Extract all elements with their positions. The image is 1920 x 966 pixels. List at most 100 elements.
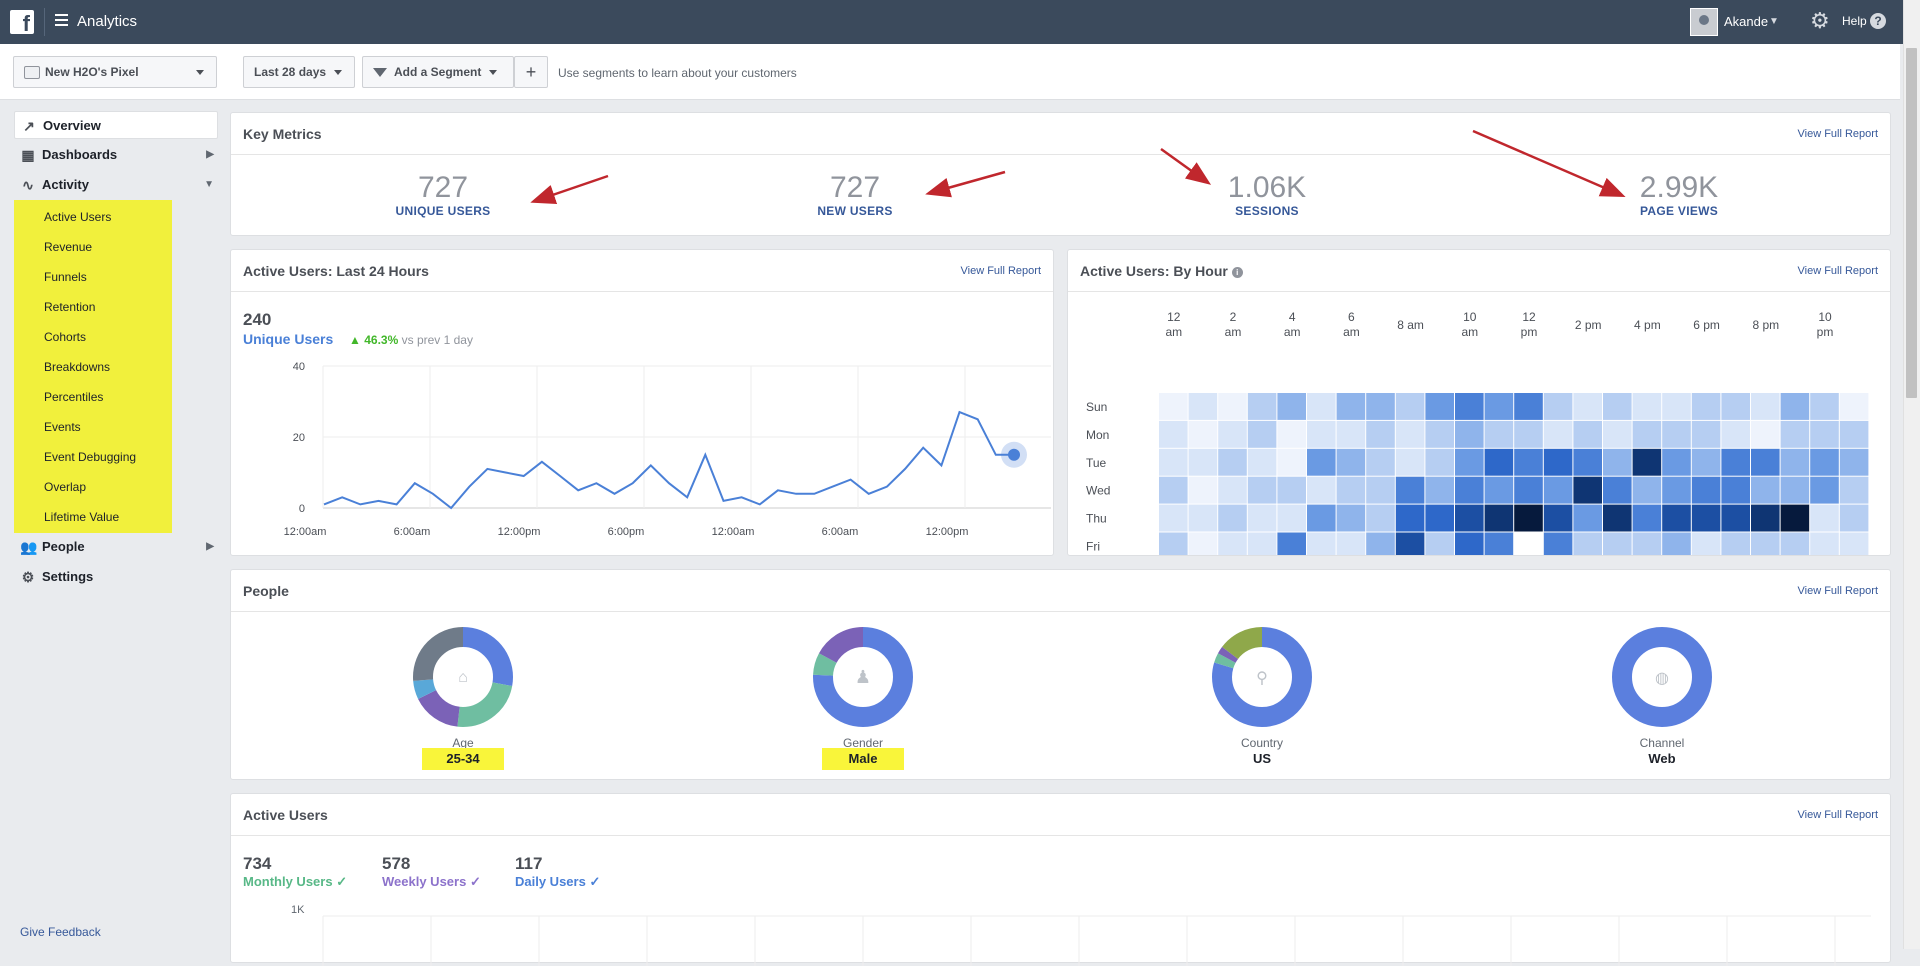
heatmap-cell — [1366, 420, 1395, 448]
x-tick-label: 12:00am — [712, 526, 755, 538]
y-tick-label: 40 — [293, 361, 305, 373]
active-users-chart-grid — [322, 915, 1871, 966]
hour-label: pm — [1817, 325, 1834, 339]
card-title: Active Users: Last 24 Hours — [243, 263, 429, 279]
give-feedback-link[interactable]: Give Feedback — [20, 925, 101, 939]
user-name[interactable]: Akande — [1724, 14, 1769, 29]
view-full-report-link[interactable]: View Full Report — [960, 265, 1042, 277]
stat-weekly[interactable]: 578 Weekly Users ✓ — [382, 854, 481, 890]
channel-donut-chart[interactable]: ◍ — [1610, 625, 1714, 729]
date-range-selector[interactable]: Last 28 days — [243, 56, 355, 88]
add-button[interactable]: + — [514, 56, 548, 88]
sidebar-subitem-cohorts[interactable]: Cohorts — [44, 330, 87, 344]
heatmap-cell — [1839, 448, 1869, 476]
help-link[interactable]: Help — [1842, 14, 1867, 28]
info-icon[interactable]: i — [1231, 267, 1243, 278]
hour-label: 10 — [1818, 310, 1832, 324]
heatmap-cell — [1366, 532, 1395, 555]
add-segment-button[interactable]: Add a Segment — [362, 56, 514, 88]
globe-icon: ◍ — [1655, 670, 1669, 687]
metric-label: SESSIONS — [1235, 204, 1299, 218]
heatmap-cell — [1218, 420, 1247, 448]
heatmap-cell — [1336, 476, 1366, 504]
age-donut-chart[interactable]: ⌂ — [411, 625, 515, 729]
day-label: Fri — [1086, 539, 1100, 553]
sidebar-subitem-events[interactable]: Events — [44, 420, 81, 434]
sidebar-item-activity[interactable]: ∿ Activity ▼ — [14, 171, 218, 199]
scrollbar-thumb[interactable] — [1906, 48, 1917, 398]
annotation-arrows — [530, 129, 1626, 204]
menu-icon[interactable] — [55, 14, 68, 26]
sidebar-subitem-active-users[interactable]: Active Users — [44, 210, 112, 224]
stat-monthly[interactable]: 734 Monthly Users ✓ — [243, 854, 347, 890]
sidebar-subitem-retention[interactable]: Retention — [44, 300, 96, 314]
heatmap-cell — [1188, 476, 1218, 504]
country-value: US — [1252, 751, 1272, 766]
key-metrics-card: Key Metrics View Full Report 727 UNIQUE … — [230, 112, 1891, 236]
sidebar-item-dashboards[interactable]: ▦ Dashboards ▶ — [14, 141, 218, 169]
view-full-report-link[interactable]: View Full Report — [1797, 265, 1879, 277]
channel-value: Web — [1648, 751, 1676, 766]
stat-daily[interactable]: 117 Daily Users ✓ — [515, 854, 600, 890]
heatmap-cell — [1691, 393, 1721, 420]
sidebar-subitem-funnels[interactable]: Funnels — [44, 270, 87, 284]
heatmap-cell — [1159, 420, 1188, 448]
sidebar-subitem-breakdowns[interactable]: Breakdowns — [44, 360, 111, 374]
pixel-selector[interactable]: New H2O's Pixel — [13, 56, 217, 88]
heatmap-cell — [1691, 532, 1721, 555]
heatmap-cell — [1277, 420, 1306, 448]
sidebar-item-settings[interactable]: ⚙ Settings — [14, 563, 218, 591]
heatmap-cell — [1366, 393, 1395, 420]
sidebar-subitem-revenue[interactable]: Revenue — [44, 240, 93, 254]
sidebar-item-label: Settings — [42, 569, 94, 584]
heatmap-cell — [1810, 532, 1839, 555]
sidebar-subitem-overlap[interactable]: Overlap — [44, 480, 87, 494]
chevron-down-icon[interactable]: ▼ — [1769, 16, 1779, 27]
heatmap-cell — [1484, 448, 1514, 476]
heatmap-cell — [1218, 448, 1247, 476]
annotation-arrow — [1472, 129, 1626, 197]
metric-value: 2.99K — [1639, 171, 1719, 204]
x-tick-label: 12:00pm — [926, 526, 969, 538]
sidebar-subitem-event-debugging[interactable]: Event Debugging — [44, 450, 137, 464]
facebook-logo-icon[interactable]: f — [10, 10, 34, 34]
sidebar-subitem-percentiles[interactable]: Percentiles — [44, 390, 104, 404]
view-full-report-link[interactable]: View Full Report — [1797, 585, 1879, 597]
heatmap-cell — [1543, 393, 1573, 420]
gender-donut-chart[interactable]: ♟ — [811, 625, 915, 729]
sidebar-item-overview[interactable]: ↗ Overview — [14, 111, 218, 139]
sidebar-subitem-lifetime-value[interactable]: Lifetime Value — [44, 510, 120, 524]
gear-icon[interactable]: ⚙ — [1810, 8, 1830, 33]
view-full-report-link[interactable]: View Full Report — [1797, 128, 1879, 140]
heatmap-cell — [1751, 532, 1780, 555]
heatmap-cell — [1455, 448, 1484, 476]
day-label: Mon — [1086, 428, 1109, 442]
sidebar-item-people[interactable]: 👥 People ▶ — [14, 533, 218, 561]
metric-sessions[interactable]: 1.06K SESSIONS — [1167, 172, 1367, 219]
day-label: Sun — [1086, 400, 1107, 414]
metric-unique-users[interactable]: 727 UNIQUE USERS — [343, 172, 543, 219]
heatmap-cell — [1425, 532, 1454, 555]
avatar[interactable] — [1690, 8, 1718, 36]
heatmap-cell — [1662, 532, 1691, 555]
heatmap-cell — [1484, 393, 1514, 420]
checkmark-icon: ✓ — [336, 874, 348, 889]
heatmap-cell — [1514, 420, 1543, 448]
help-icon[interactable]: ? — [1870, 13, 1886, 29]
current-point — [1008, 448, 1020, 461]
view-full-report-link[interactable]: View Full Report — [1797, 809, 1879, 821]
heatmap-cell — [1247, 476, 1277, 504]
activity-submenu-highlight — [14, 200, 172, 533]
heatmap-cell — [1159, 532, 1188, 555]
checkmark-icon: ✓ — [469, 874, 481, 889]
heatmap-cell — [1751, 393, 1780, 420]
heatmap-cell — [1336, 393, 1366, 420]
chevron-down-icon: ▼ — [204, 179, 214, 190]
metric-page-views[interactable]: 2.99K PAGE VIEWS — [1579, 171, 1779, 219]
hour-label: am — [1461, 325, 1478, 339]
line-chart[interactable]: 0 20 40 12:00am 6:00am 12:00pm 6:00pm 12:00am 6:… — [231, 354, 1055, 544]
card-title: Key Metrics — [243, 126, 322, 142]
country-donut-chart[interactable]: ⚲ — [1210, 625, 1314, 729]
metric-new-users[interactable]: 727 NEW USERS — [755, 172, 955, 219]
